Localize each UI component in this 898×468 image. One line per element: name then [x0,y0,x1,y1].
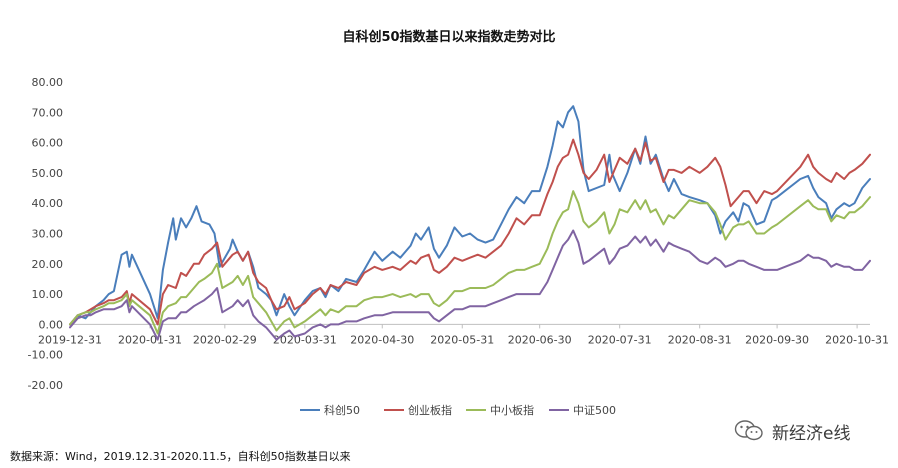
x-tick-label: 2019-12-31 [38,333,102,346]
y-tick-label: 0.00 [39,318,64,331]
y-tick-label: 30.00 [32,228,64,241]
x-tick-label: 2020-05-31 [430,333,494,346]
x-tick-label: 2020-09-30 [745,333,809,346]
y-tick-label: -10.00 [28,349,63,362]
y-tick-label: 60.00 [32,137,64,150]
watermark-text: 新经济e线 [772,423,851,444]
legend-label: 中小板指 [490,403,534,417]
wechat-icon [734,420,763,441]
x-tick-label: 2020-03-31 [273,333,337,346]
series-line-4 [69,229,871,341]
y-tick-label: 70.00 [32,106,64,119]
x-tick-label: 2020-10-31 [825,333,889,346]
chart-title: 自科创50指数基日以来指数走势对比 [342,30,556,45]
y-tick-label: 20.00 [32,258,64,271]
x-tick-label: 2020-06-30 [508,333,572,346]
watermark: 新经济e线 [734,418,850,444]
x-tick-label: 2020-01-31 [118,333,182,346]
y-axis: 80.00 70.00 60.00 50.00 40.00 30.00 20.00 10.00… [28,76,63,392]
legend-label: 创业板指 [408,403,452,417]
x-tick-label: 2020-08-31 [668,333,732,346]
y-tick-label: 80.00 [32,76,64,89]
y-tick-label: 40.00 [32,197,64,210]
series-line-1 [69,105,871,326]
y-tick-label: 50.00 [32,167,64,180]
x-tick-label: 2020-02-29 [193,333,257,346]
series-line-2 [69,138,871,326]
y-tick-label: -20.00 [28,379,63,392]
legend: 科创50 创业板指 中小板指 中证500 [300,403,616,417]
series-lines [69,105,871,341]
x-tick-label: 2020-07-31 [588,333,652,346]
series-line-3 [69,190,871,335]
source-note: 数据来源：Wind，2019.12.31-2020.11.5，自科创50指数基日… [10,450,351,463]
legend-label: 中证500 [573,404,616,417]
x-axis: 2019-12-31 2020-01-31 2020-02-29 2020-03-31… [38,323,889,346]
y-tick-label: 10.00 [32,288,64,301]
legend-label: 科创50 [324,403,360,417]
x-tick-label: 2020-04-30 [350,333,414,346]
